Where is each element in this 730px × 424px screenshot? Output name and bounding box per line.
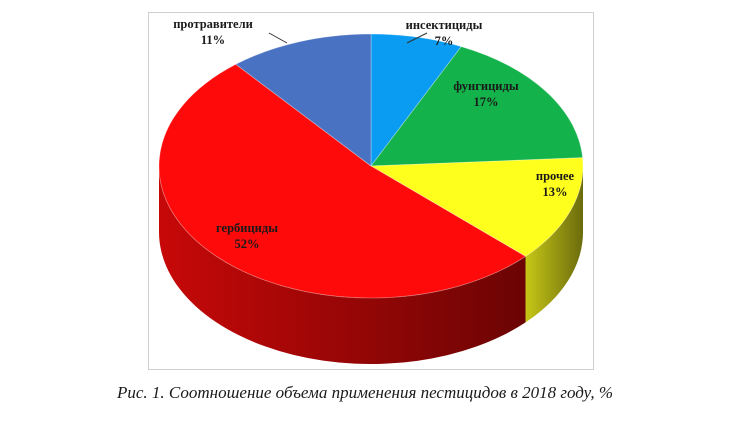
slice-label-value: 13%: [543, 185, 568, 199]
pie-slice-прочее: [369, 157, 584, 257]
slice-label-name: инсектициды: [406, 18, 483, 32]
pie-side-walls: [159, 166, 583, 365]
slice-label-value: 11%: [201, 33, 225, 47]
pie-slice-инсектициды: [370, 33, 462, 168]
pie-chart: инсектициды 7% фунгициды 17% прочее 13% гербиц…: [158, 17, 584, 365]
slice-label-name: гербициды: [216, 221, 278, 235]
pie-side-гербициды: [159, 166, 526, 365]
chart-frame: инсектициды 7% фунгициды 17% прочее 13% гербиц…: [148, 12, 594, 370]
leader-line: [406, 32, 428, 44]
slice-label-value: 52%: [235, 237, 260, 251]
leader-line: [268, 32, 288, 44]
pie-slice-фунгициды: [370, 46, 584, 167]
pie-labels: инсектициды 7% фунгициды 17% прочее 13% гербиц…: [173, 17, 574, 251]
pie-slice-гербициды: [158, 63, 527, 299]
slice-label-name: протравители: [173, 17, 253, 31]
figure-caption: Рис. 1. Соотношение объема применения пе…: [116, 383, 613, 402]
pie-slice-протравители: [235, 33, 372, 167]
slice-label-value: 17%: [474, 95, 499, 109]
slice-label-name: фунгициды: [453, 79, 518, 93]
pie-top-faces: [158, 33, 584, 299]
slice-label-name: прочее: [536, 169, 575, 183]
slice-label-value: 7%: [435, 34, 454, 48]
pie-side-прочее: [525, 166, 583, 323]
